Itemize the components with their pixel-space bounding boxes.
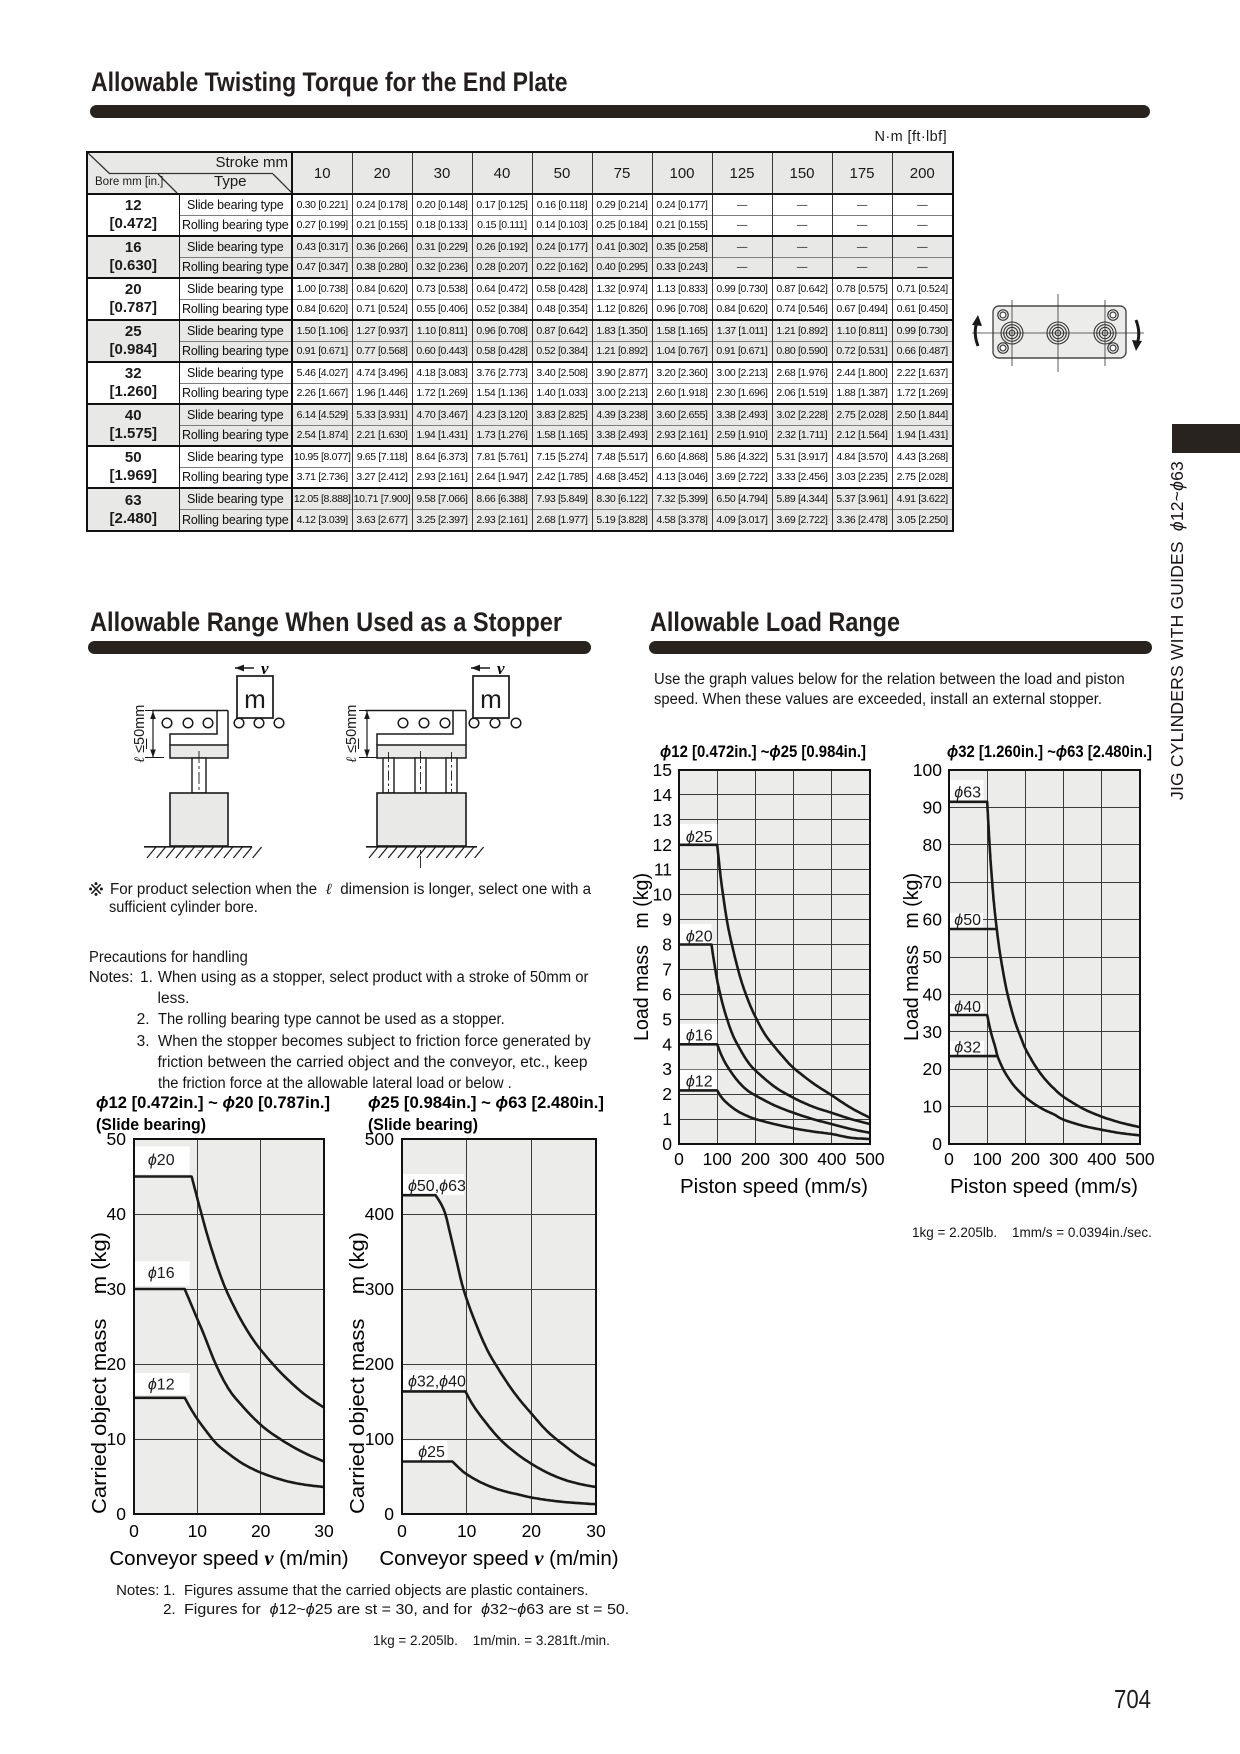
svg-text:(Slide bearing): (Slide bearing) [96,1116,206,1134]
svg-text:3: 3 [662,1059,672,1079]
svg-text:ϕ32 [1.260in.] ~ϕ63 [2.480in.]: ϕ32 [1.260in.] ~ϕ63 [2.480in.] [947,743,1152,761]
svg-text:ϕ63: ϕ63 [954,784,981,801]
svg-text:0: 0 [674,1149,684,1169]
svg-text:400: 400 [1087,1149,1116,1169]
svg-text:100: 100 [365,1429,394,1449]
svg-text:ϕ25 [0.984in.] ~ ϕ63 [2.480in.: ϕ25 [0.984in.] ~ ϕ63 [2.480in.] [368,1094,604,1112]
svg-text:15: 15 [653,760,672,780]
svg-text:20: 20 [522,1521,542,1541]
svg-text:0: 0 [397,1521,407,1541]
svg-text:60: 60 [923,910,943,930]
svg-text:400: 400 [817,1149,846,1169]
svg-text:2: 2 [662,1084,672,1104]
svg-text:ϕ16: ϕ16 [686,1028,713,1045]
svg-text:ϕ25: ϕ25 [686,829,713,846]
svg-text:200: 200 [1011,1149,1040,1169]
svg-text:40: 40 [923,984,943,1004]
svg-text:9: 9 [662,910,672,930]
svg-text:(Slide bearing): (Slide bearing) [368,1116,478,1134]
svg-text:ϕ20: ϕ20 [686,929,713,946]
svg-text:11: 11 [654,860,672,880]
svg-text:Piston speed (mm/s): Piston speed (mm/s) [950,1175,1138,1198]
svg-text:ϕ16: ϕ16 [148,1265,175,1282]
svg-text:300: 300 [779,1149,808,1169]
svg-text:Conveyor speed v (m/min): Conveyor speed v (m/min) [109,1547,348,1570]
svg-text:ϕ12: ϕ12 [686,1073,713,1090]
svg-text:40: 40 [107,1204,127,1224]
svg-text:30: 30 [586,1521,606,1541]
svg-text:ϕ50: ϕ50 [954,912,981,929]
svg-text:0: 0 [944,1149,954,1169]
svg-text:90: 90 [923,797,943,817]
svg-text:v: v [497,659,505,678]
svg-text:13: 13 [653,810,672,830]
svg-text:20: 20 [251,1521,271,1541]
svg-text:70: 70 [923,872,943,892]
svg-text:Carried object mass m (kg): Carried object mass m (kg) [346,1232,369,1514]
svg-text:300: 300 [1049,1149,1078,1169]
svg-text:80: 80 [923,835,943,855]
svg-text:ℓ ≤50mm: ℓ ≤50mm [344,705,360,763]
svg-text:0: 0 [662,1134,672,1154]
svg-text:ϕ12 [0.472in.] ~ ϕ20 [0.787in.: ϕ12 [0.472in.] ~ ϕ20 [0.787in.] [96,1094,330,1112]
svg-text:m: m [480,684,502,714]
svg-text:Carried object mass m (kg): Carried object mass m (kg) [88,1232,111,1514]
svg-text:30: 30 [314,1521,334,1541]
svg-text:10: 10 [923,1097,943,1117]
svg-text:10: 10 [457,1521,477,1541]
svg-text:v: v [261,659,269,678]
svg-text:4: 4 [662,1034,672,1054]
svg-text:5: 5 [662,1009,672,1029]
svg-text:30: 30 [923,1022,943,1042]
svg-text:50: 50 [923,947,943,967]
svg-text:ϕ12 [0.472in.] ~ϕ25 [0.984in.]: ϕ12 [0.472in.] ~ϕ25 [0.984in.] [660,743,866,761]
svg-text:ϕ50,ϕ63: ϕ50,ϕ63 [408,1178,466,1195]
svg-text:500: 500 [365,1129,394,1149]
svg-text:0: 0 [116,1504,126,1524]
svg-text:100: 100 [973,1149,1002,1169]
svg-text:300: 300 [365,1279,394,1299]
svg-text:0: 0 [129,1521,139,1541]
svg-text:20: 20 [107,1354,127,1374]
svg-text:ϕ12: ϕ12 [148,1377,175,1394]
svg-text:Conveyor speed v (m/min): Conveyor speed v (m/min) [379,1547,618,1570]
svg-text:30: 30 [107,1279,127,1299]
svg-text:ϕ20: ϕ20 [148,1152,175,1169]
svg-text:7: 7 [662,960,672,980]
svg-text:Load mass m (kg): Load mass m (kg) [900,873,923,1041]
svg-text:ϕ40: ϕ40 [954,999,981,1016]
svg-text:0: 0 [932,1134,942,1154]
svg-text:6: 6 [662,984,672,1004]
svg-text:500: 500 [1125,1149,1154,1169]
svg-text:500: 500 [855,1149,884,1169]
svg-text:ϕ32,ϕ40: ϕ32,ϕ40 [408,1374,466,1391]
svg-text:400: 400 [365,1204,394,1224]
svg-text:200: 200 [365,1354,394,1374]
svg-text:200: 200 [741,1149,770,1169]
svg-text:100: 100 [703,1149,732,1169]
svg-text:Load mass m (kg): Load mass m (kg) [630,873,653,1041]
svg-text:10: 10 [107,1429,127,1449]
svg-text:Piston speed (mm/s): Piston speed (mm/s) [680,1175,868,1198]
svg-text:m: m [244,684,266,714]
svg-text:ϕ32: ϕ32 [954,1039,981,1056]
svg-text:ℓ ≤50mm: ℓ ≤50mm [132,705,148,763]
svg-text:100: 100 [913,760,942,780]
svg-text:14: 14 [653,785,673,805]
svg-text:8: 8 [662,935,672,955]
svg-text:50: 50 [107,1129,127,1149]
svg-text:ϕ25: ϕ25 [418,1444,445,1461]
svg-text:10: 10 [653,885,673,905]
svg-text:1: 1 [662,1109,672,1129]
svg-text:10: 10 [188,1521,208,1541]
svg-text:0: 0 [384,1504,394,1524]
svg-text:12: 12 [653,835,672,855]
svg-text:20: 20 [923,1059,943,1079]
